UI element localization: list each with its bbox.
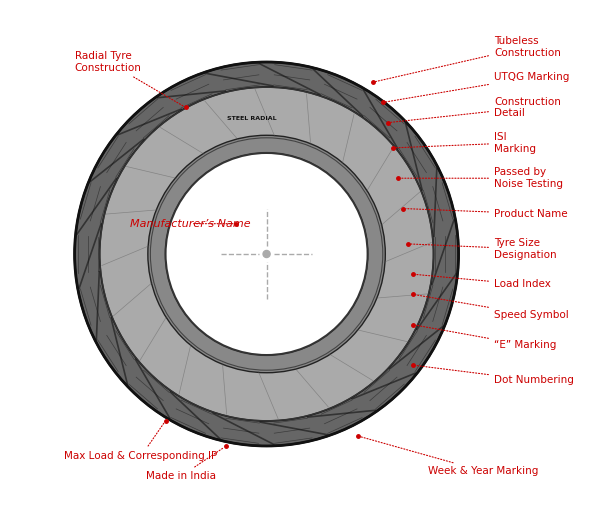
Text: Passed by
Noise Testing: Passed by Noise Testing <box>401 168 563 189</box>
Text: STEEL RADIAL: STEEL RADIAL <box>227 116 276 121</box>
Wedge shape <box>74 62 459 446</box>
Text: Radial Tyre
Construction: Radial Tyre Construction <box>74 51 184 106</box>
Text: Speed Symbol: Speed Symbol <box>416 295 569 320</box>
Text: Load Index: Load Index <box>416 274 551 290</box>
Circle shape <box>166 153 368 355</box>
Text: “E” Marking: “E” Marking <box>416 325 556 350</box>
Text: UTQG Marking: UTQG Marking <box>386 72 569 102</box>
Text: Tyre Size
Designation: Tyre Size Designation <box>411 238 556 260</box>
Text: Construction
Detail: Construction Detail <box>391 97 561 122</box>
Text: Manufacturer’s Name: Manufacturer’s Name <box>131 218 251 229</box>
Wedge shape <box>148 135 386 373</box>
Text: ISI
Marking: ISI Marking <box>395 132 536 153</box>
Text: Dot Numbering: Dot Numbering <box>416 365 574 385</box>
Text: Tubeless
Construction: Tubeless Construction <box>375 36 561 82</box>
Text: Product Name: Product Name <box>406 209 567 218</box>
Text: Max Load & Corresponding IP: Max Load & Corresponding IP <box>64 423 218 461</box>
Wedge shape <box>100 87 433 421</box>
Text: Made in India: Made in India <box>146 448 224 481</box>
Text: Week & Year Marking: Week & Year Marking <box>360 437 538 476</box>
Circle shape <box>263 250 270 258</box>
